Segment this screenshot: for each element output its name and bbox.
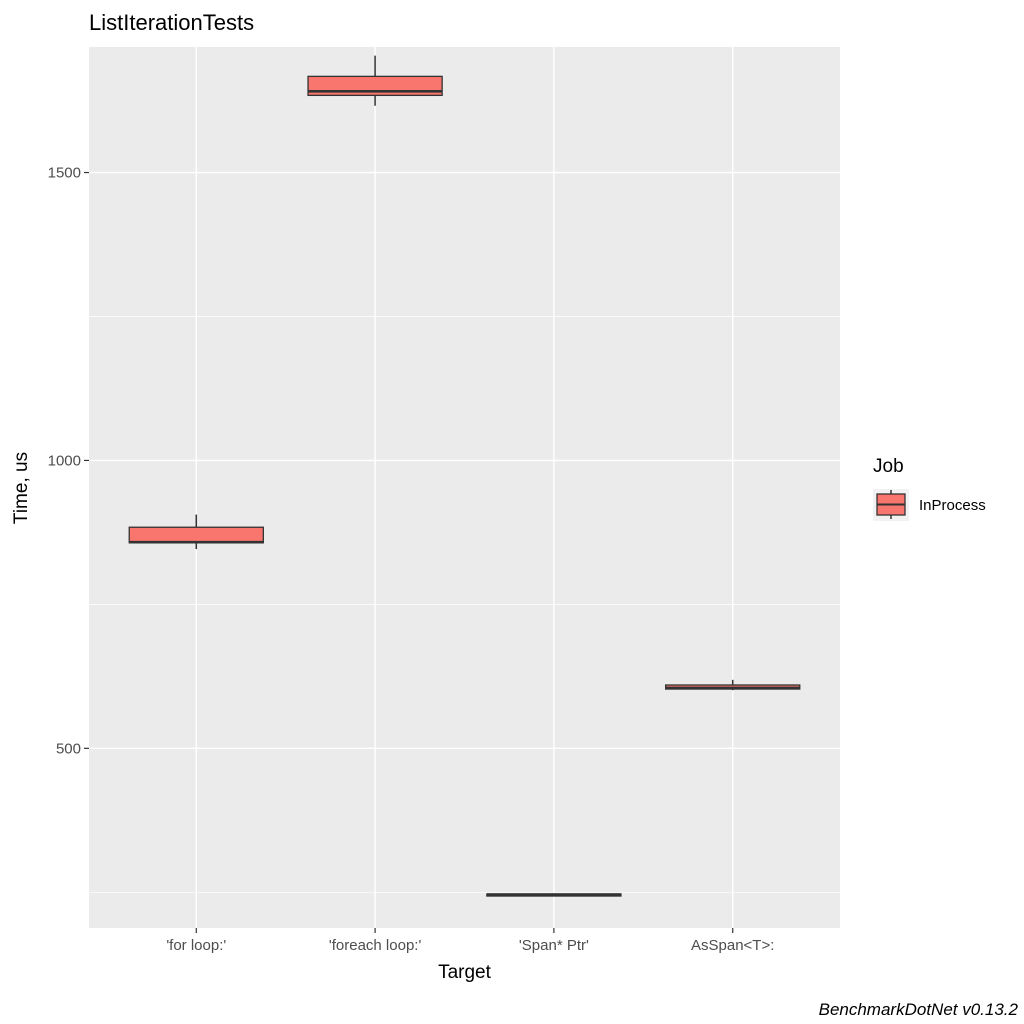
y-tick-label: 500 (56, 740, 81, 757)
y-axis: 500 1000 1500 (48, 165, 89, 757)
x-tick-label: AsSpan<T>: (691, 937, 774, 954)
boxes (128, 55, 801, 897)
legend-title: Job (873, 456, 904, 477)
plot-panel (89, 47, 840, 928)
legend-label-inprocess: InProcess (919, 497, 986, 514)
x-tick-label: 'Span* Ptr' (519, 937, 589, 954)
box-3 (665, 679, 801, 691)
y-axis-title: Time, us (11, 452, 32, 524)
box-iqr (128, 526, 264, 544)
y-tick-label: 1500 (48, 165, 81, 182)
caption: BenchmarkDotNet v0.13.2 (819, 1000, 1019, 1019)
box-0 (128, 514, 264, 550)
x-tick-label: 'foreach loop:' (329, 937, 422, 954)
box-1 (307, 55, 443, 106)
x-axis: 'for loop:' 'foreach loop:' 'Span* Ptr' AsS… (166, 928, 774, 954)
x-tick-label: 'for loop:' (166, 937, 226, 954)
legend: Job InProcess (873, 456, 986, 521)
x-axis-title: Target (438, 962, 492, 983)
chart-title: ListIterationTests (89, 10, 254, 35)
y-tick-label: 1000 (48, 452, 81, 469)
box-2 (486, 893, 622, 897)
grid (89, 47, 840, 928)
